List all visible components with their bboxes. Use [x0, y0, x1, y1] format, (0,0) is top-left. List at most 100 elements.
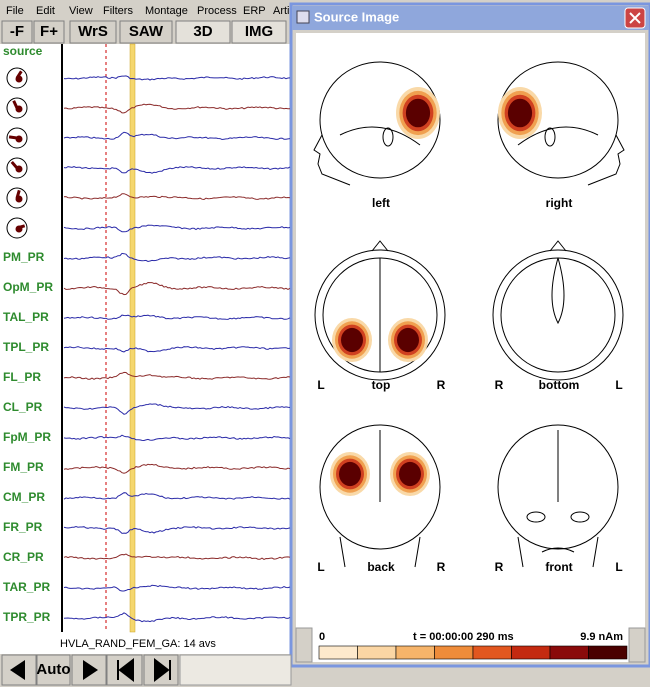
menu-item[interactable]: Montage: [145, 5, 188, 17]
trace: [63, 584, 291, 592]
ear: [544, 127, 556, 147]
toolbar-button[interactable]: [69, 20, 117, 44]
view-label: left: [372, 196, 390, 210]
trace: [63, 346, 291, 353]
face: [587, 134, 625, 186]
menu-item[interactable]: File: [6, 5, 24, 17]
view-label: top: [372, 378, 391, 392]
trace: [63, 281, 291, 296]
toolbar-button[interactable]: [175, 20, 231, 44]
status-text: HVLA_RAND_FEM_GA: 14 avs: [60, 638, 216, 650]
trace: [63, 463, 291, 474]
icon-play: [83, 660, 98, 680]
window-title: Source Image: [314, 9, 399, 24]
auto-label: Auto: [36, 661, 70, 678]
head-outline: [319, 424, 441, 550]
channel-label: TPR_PR: [3, 610, 51, 624]
channel-label: TAR_PR: [3, 580, 50, 594]
face: [313, 134, 351, 186]
channel-label: FR_PR: [3, 520, 43, 534]
source-icon-dot: [15, 165, 23, 173]
window-icon: [296, 10, 310, 24]
activation: [399, 461, 421, 487]
head-outline: [314, 249, 446, 381]
menu-item[interactable]: Arti: [273, 5, 290, 17]
side-label: R: [495, 560, 504, 574]
brain-fissure: [339, 126, 421, 146]
head-outline: [492, 249, 624, 381]
channel-label: FpM_PR: [3, 430, 51, 444]
trace: [63, 103, 291, 114]
side-label: R: [495, 378, 504, 392]
source-icon-dot: [15, 105, 23, 113]
side-label: L: [615, 560, 622, 574]
colorbar-min: 0: [319, 631, 325, 643]
icon-step-fwd: [154, 657, 171, 683]
toolbar-button[interactable]: [1, 20, 33, 44]
source-icon-dipole: [12, 100, 19, 109]
nose: [549, 240, 567, 252]
source-icon-dipole: [10, 160, 19, 169]
side-label: R: [437, 560, 446, 574]
head-outline: [497, 61, 619, 179]
trace: [63, 314, 291, 320]
menu-item[interactable]: Process: [197, 5, 237, 17]
trace: [63, 131, 291, 141]
activation: [507, 98, 533, 128]
trace: [63, 434, 291, 442]
colorbar-swatch: [549, 645, 589, 660]
eye: [526, 511, 546, 523]
source-icon-dipole: [15, 189, 21, 199]
menu-item[interactable]: Filters: [103, 5, 133, 17]
toolbar-label: 3D: [193, 23, 212, 40]
toolbar-label: WrS: [78, 23, 108, 40]
source-icon-dot: [15, 135, 23, 143]
toolbar-button[interactable]: [33, 20, 65, 44]
neck: [517, 536, 599, 568]
title-bar: [292, 6, 649, 30]
head-outline: [319, 61, 441, 179]
activation: [405, 98, 431, 128]
channel-label: CM_PR: [3, 490, 45, 504]
toolbar-label: F+: [40, 23, 58, 40]
toolbar-label: -F: [10, 23, 24, 40]
close-icon: [629, 12, 641, 24]
colorbar-swatch: [395, 645, 435, 660]
trace: [63, 492, 291, 500]
menu-item[interactable]: ERP: [243, 5, 266, 17]
nose: [371, 240, 389, 252]
trace: [63, 553, 291, 560]
time-scrollbar[interactable]: [179, 654, 292, 686]
channel-label: TPL_PR: [3, 340, 49, 354]
trace: [63, 403, 291, 415]
channel-label: FM_PR: [3, 460, 44, 474]
nav-button[interactable]: [36, 654, 71, 686]
mouth: [541, 547, 575, 553]
toolbar-button[interactable]: [231, 20, 287, 44]
scroll-button[interactable]: [628, 627, 646, 663]
activation: [341, 327, 363, 353]
eye: [570, 511, 590, 523]
trace: [63, 525, 291, 534]
menu-item[interactable]: View: [69, 5, 93, 17]
trace: [63, 193, 291, 201]
channel-label: FL_PR: [3, 370, 41, 384]
menu-item[interactable]: Edit: [36, 5, 55, 17]
source-icon-dot: [15, 225, 23, 233]
view-label: bottom: [539, 378, 580, 392]
side-label: R: [437, 378, 446, 392]
trace: [63, 75, 291, 81]
brain-fissure: [517, 126, 599, 146]
ear: [382, 127, 394, 147]
neck: [339, 536, 421, 568]
trace: [63, 166, 291, 174]
scroll-button[interactable]: [295, 627, 313, 663]
channel-label: CR_PR: [3, 550, 44, 564]
colorbar-swatch: [511, 645, 551, 660]
source-icon-dot: [15, 195, 23, 203]
colorbar-swatch: [357, 645, 397, 660]
toolbar-button[interactable]: [119, 20, 173, 44]
side-label: L: [615, 378, 622, 392]
